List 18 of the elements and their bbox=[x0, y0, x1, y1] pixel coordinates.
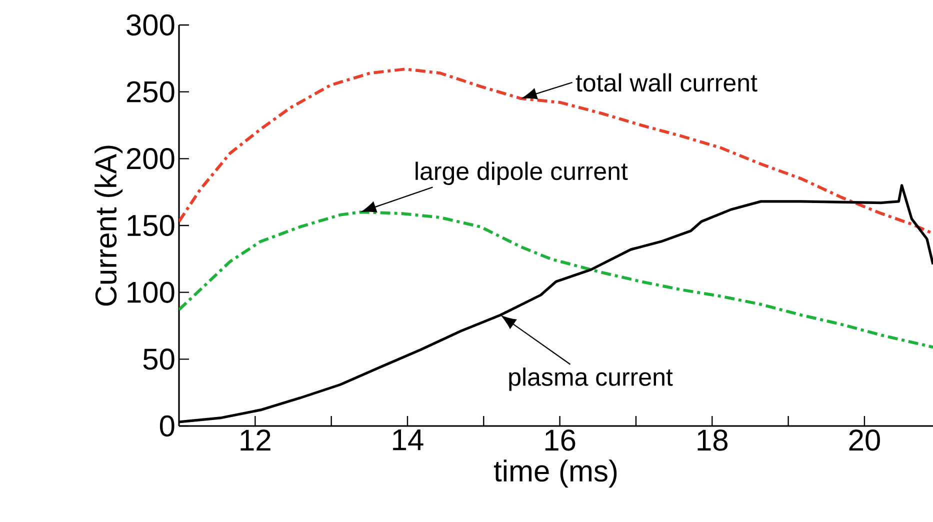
y-axis-title: Current (kA) bbox=[94, 146, 123, 306]
annotation: plasma current bbox=[509, 368, 673, 391]
y-tick-label: 250 bbox=[126, 81, 174, 102]
line-series bbox=[179, 68, 933, 236]
annotation: large dipole current bbox=[416, 162, 628, 186]
x-tick-label: 16 bbox=[545, 430, 576, 451]
x-tick-label: 14 bbox=[393, 430, 424, 450]
x-tick-label: 12 bbox=[240, 430, 270, 450]
x-tick-label: 18 bbox=[698, 430, 728, 451]
y-tick-label: 0 bbox=[160, 415, 174, 437]
annotation: total wall current bbox=[576, 73, 758, 92]
y-tick-label: 50 bbox=[143, 348, 174, 370]
x-axis-title: time (ms) bbox=[494, 460, 617, 488]
y-tick-label: 200 bbox=[126, 148, 174, 170]
x-tick-label: 20 bbox=[849, 430, 880, 451]
y-tick-label: 300 bbox=[126, 14, 174, 36]
y-tick-label: 150 bbox=[128, 214, 174, 236]
y-tick-label: 100 bbox=[128, 282, 174, 303]
